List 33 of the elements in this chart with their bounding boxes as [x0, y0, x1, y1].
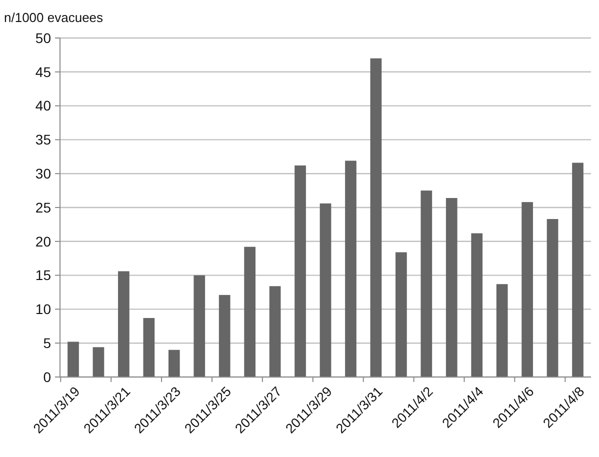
bar	[168, 350, 180, 377]
y-tick-label: 15	[35, 267, 52, 284]
bar	[345, 160, 356, 377]
y-axis-title: n/1000 evacuees	[4, 10, 104, 25]
y-tick-label: 25	[35, 199, 52, 216]
bar	[218, 294, 230, 377]
bar	[471, 233, 483, 377]
bar	[294, 165, 306, 377]
bar	[143, 318, 155, 377]
y-tick-label: 5	[43, 335, 52, 351]
y-tick-label: 50	[35, 30, 52, 46]
y-tick-label: 40	[35, 98, 52, 114]
bar	[194, 275, 206, 377]
y-tick-label: 35	[35, 132, 52, 148]
bar	[370, 58, 382, 377]
bar	[396, 252, 407, 377]
bar	[269, 286, 281, 377]
bar	[68, 342, 79, 377]
y-tick-label: 20	[35, 233, 52, 250]
bar	[522, 202, 533, 377]
y-tick-label: 10	[35, 301, 52, 318]
bar	[320, 203, 332, 377]
bar	[446, 198, 458, 377]
y-tick-label: 30	[35, 166, 52, 182]
y-tick-label: 45	[35, 64, 52, 80]
bar	[420, 190, 432, 377]
bar	[572, 162, 584, 377]
bar	[546, 219, 558, 377]
bar	[496, 284, 508, 377]
bar	[92, 347, 104, 377]
y-tick-label: 0	[43, 368, 52, 385]
bar	[118, 271, 130, 377]
bar	[244, 246, 256, 377]
